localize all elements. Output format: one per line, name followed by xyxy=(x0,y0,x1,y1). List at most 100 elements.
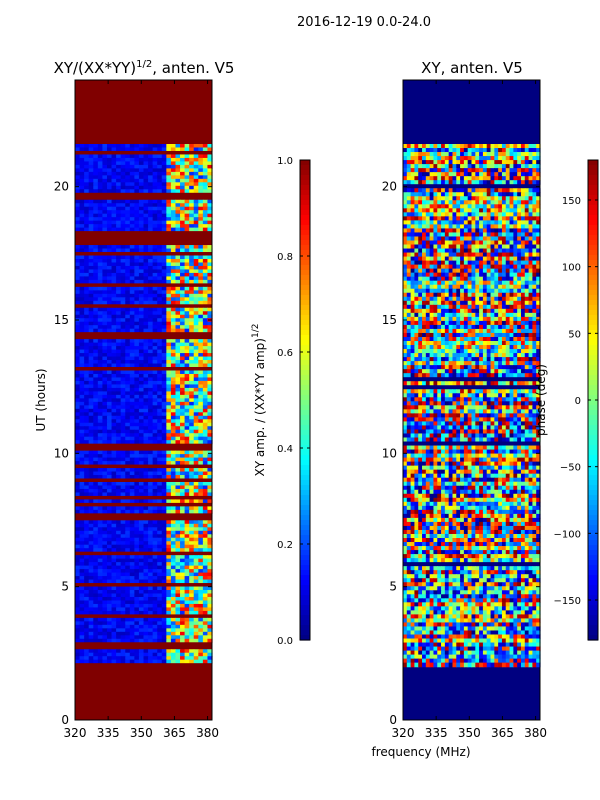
heatmap-cell xyxy=(184,245,190,250)
heatmap-cell xyxy=(84,628,90,633)
heatmap-cell xyxy=(448,268,454,274)
heatmap-cell xyxy=(410,268,416,274)
heatmap-cell xyxy=(202,579,209,584)
heatmap-cell xyxy=(125,638,131,643)
heatmap-cell xyxy=(75,147,81,152)
heatmap-cell xyxy=(143,481,149,487)
heatmap-cell xyxy=(116,485,122,490)
heatmap-cell xyxy=(536,156,541,161)
heatmap-cell xyxy=(456,152,461,157)
heatmap-cell xyxy=(418,168,423,173)
heatmap-cell xyxy=(202,638,209,643)
heatmap-cell xyxy=(520,160,526,165)
heatmap-cell xyxy=(198,617,204,622)
heatmap-cell xyxy=(129,433,135,438)
heatmap-cell xyxy=(207,307,213,312)
heatmap-cell xyxy=(520,172,526,177)
heatmap-cell xyxy=(134,349,140,354)
heatmap-cell xyxy=(520,204,526,209)
heatmap-cell xyxy=(161,171,167,176)
heatmap-cell xyxy=(129,258,135,264)
heatmap-cell xyxy=(106,590,113,595)
heatmap-cell xyxy=(520,256,526,262)
heatmap-cell xyxy=(444,192,450,197)
heatmap-cell xyxy=(433,260,438,266)
heatmap-cell xyxy=(501,172,507,177)
heatmap-cell xyxy=(97,325,103,330)
heatmap-cell xyxy=(138,279,145,284)
heatmap-cell xyxy=(501,180,507,185)
heatmap-cell xyxy=(129,590,135,595)
heatmap-cell xyxy=(93,286,99,291)
heatmap-cell xyxy=(505,192,511,197)
heatmap-cell xyxy=(93,596,99,602)
heatmap-cell xyxy=(189,248,195,253)
heatmap-cell xyxy=(467,216,473,221)
heatmap-cell xyxy=(501,240,507,246)
heatmap-cell xyxy=(444,232,450,238)
heatmap-cell xyxy=(129,144,135,149)
heatmap-cell xyxy=(102,360,108,365)
heatmap-cell xyxy=(129,457,135,462)
heatmap-cell xyxy=(84,210,90,215)
heatmap-cell xyxy=(129,530,135,535)
heatmap-cell xyxy=(166,307,172,312)
heatmap-cell xyxy=(202,541,209,546)
heatmap-cell xyxy=(505,204,511,209)
heatmap-cell xyxy=(193,349,199,354)
heatmap-cell xyxy=(198,499,204,504)
heatmap-cell xyxy=(148,157,154,163)
heatmap-cell xyxy=(93,530,99,535)
heatmap-cell xyxy=(88,586,94,591)
heatmap-cell xyxy=(129,631,135,636)
heatmap-cell xyxy=(138,499,145,504)
heatmap-cell xyxy=(170,363,177,368)
heatmap-cell xyxy=(202,300,209,305)
heatmap-cell xyxy=(84,555,90,560)
heatmap-cell xyxy=(148,360,154,365)
heatmap-cell xyxy=(75,353,81,358)
heatmap-cell xyxy=(444,196,450,201)
heatmap-cell xyxy=(456,192,461,197)
heatmap-cell xyxy=(111,220,117,225)
heatmap-cell xyxy=(471,204,476,209)
heatmap-cell xyxy=(102,572,108,577)
heatmap-cell xyxy=(111,189,117,194)
heatmap-cell xyxy=(138,339,145,344)
heatmap-cell xyxy=(84,415,90,420)
heatmap-cell xyxy=(166,520,172,525)
heatmap-cell xyxy=(152,596,158,602)
heatmap-cell xyxy=(166,569,172,574)
heatmap-cell xyxy=(175,276,181,281)
heatmap-cell xyxy=(120,586,126,591)
heatmap-cell xyxy=(467,220,473,226)
heatmap-cell xyxy=(106,269,113,274)
heatmap-cell xyxy=(202,346,209,351)
heatmap-cell xyxy=(106,262,113,267)
heatmap-cell xyxy=(180,422,186,427)
heatmap-cell xyxy=(106,610,113,615)
heatmap-cell xyxy=(79,248,85,253)
heatmap-cell xyxy=(148,300,154,305)
heatmap-cell xyxy=(97,164,103,169)
heatmap-cell xyxy=(152,269,158,274)
heatmap-cell xyxy=(406,232,412,238)
heatmap-cell xyxy=(452,148,457,153)
heatmap-cell xyxy=(97,154,103,159)
colorbar-segment xyxy=(300,365,310,371)
heatmap-cell xyxy=(75,443,212,448)
heatmap-cell xyxy=(170,659,177,664)
heatmap-cell xyxy=(170,394,177,399)
heatmap-cell xyxy=(509,188,514,193)
heatmap-cell xyxy=(207,475,213,480)
heatmap-cell xyxy=(207,405,213,410)
heatmap-cell xyxy=(84,579,90,584)
heatmap-cell xyxy=(129,272,135,278)
heatmap-cell xyxy=(138,258,145,264)
heatmap-cell xyxy=(170,398,177,403)
heatmap-cell xyxy=(120,579,126,584)
heatmap-cell xyxy=(437,192,442,197)
heatmap-cell xyxy=(184,311,190,316)
heatmap-cell xyxy=(84,307,90,312)
heatmap-cell xyxy=(79,562,85,567)
